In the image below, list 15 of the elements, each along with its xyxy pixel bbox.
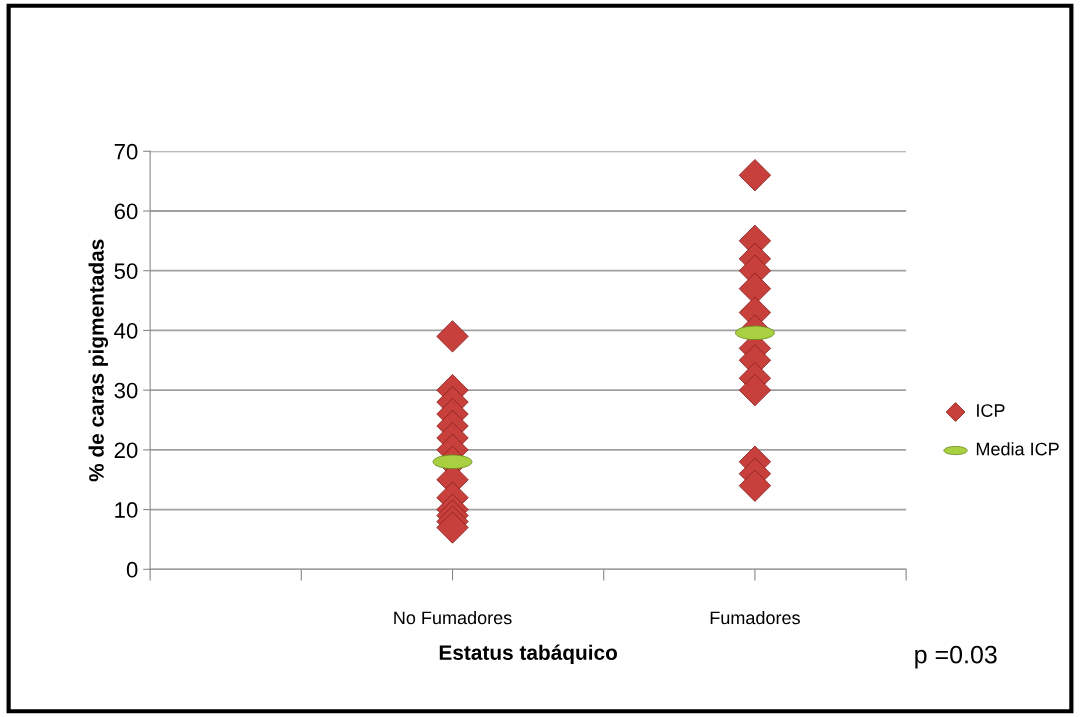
y-tick-label: 30 <box>114 382 138 399</box>
text: p =0.03 <box>915 645 997 669</box>
y-tick-label: 20 <box>114 442 138 459</box>
y-tick-label: 50 <box>114 263 138 279</box>
y-tick-label: 70 <box>114 143 138 160</box>
legend-label: ICP <box>977 404 1005 417</box>
legend-label: Media ICP <box>976 442 1059 456</box>
y-tick-label: 60 <box>114 203 138 220</box>
y-tick-label: 0 <box>126 561 138 578</box>
x-tick-label: No Fumadores <box>394 610 512 625</box>
x-tick-label: Fumadores <box>710 610 800 625</box>
y-tick-label: 40 <box>114 322 138 339</box>
x-axis-title: Estatus tabáquico <box>439 644 618 665</box>
y-tick-label: 10 <box>115 502 138 518</box>
y-axis-title: % de caras pigmentadas <box>88 239 109 482</box>
